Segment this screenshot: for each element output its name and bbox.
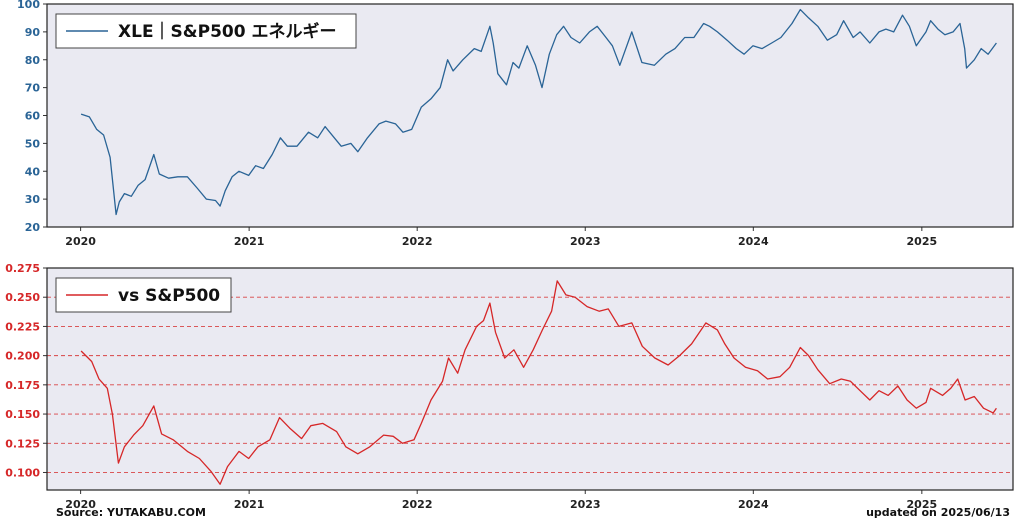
ratio-y-tick-label: 0.275 [5, 262, 40, 275]
price-y-tick-label: 40 [25, 165, 41, 178]
ratio-y-tick-label: 0.125 [5, 437, 40, 450]
price-y-tick-label: 30 [25, 193, 41, 206]
price-y-tick-label: 80 [25, 54, 41, 67]
ratio-x-tick-label: 2025 [907, 498, 938, 511]
price-x-tick-label: 2025 [907, 235, 938, 248]
ratio-x-tick-label: 2022 [402, 498, 433, 511]
price-y-tick-label: 50 [25, 137, 41, 150]
price-y-tick-label: 70 [25, 82, 41, 95]
ratio-y-tick-label: 0.100 [5, 466, 40, 479]
price-x-tick-label: 2024 [738, 235, 769, 248]
price-x-tick-label: 2020 [65, 235, 96, 248]
price-x-tick-label: 2023 [570, 235, 601, 248]
price-legend-label: XLE｜S&P500 エネルギー [118, 21, 337, 42]
ratio-y-tick-label: 0.250 [5, 291, 40, 304]
ratio-x-tick-label: 2023 [570, 498, 601, 511]
ratio-series-line [80, 280, 997, 485]
price-y-tick-label: 20 [25, 221, 41, 234]
source-caption: Source: YUTAKABU.COM [56, 506, 206, 519]
price-x-tick-label: 2022 [402, 235, 433, 248]
price-plot-frame [46, 3, 1014, 228]
ratio-y-tick-label: 0.150 [5, 408, 40, 421]
ratio-legend-label: vs S&P500 [118, 286, 220, 306]
ratio-x-tick-label: 2020 [65, 498, 96, 511]
ratio-x-tick-label: 2021 [234, 498, 265, 511]
price-y-tick-label: 60 [25, 110, 41, 123]
ratio-y-tick-label: 0.175 [5, 379, 40, 392]
ratio-plot-frame [46, 267, 1014, 491]
price-x-tick-label: 2021 [234, 235, 265, 248]
ratio-y-tick-label: 0.200 [5, 350, 40, 363]
price-y-tick-label: 100 [17, 0, 40, 11]
price-y-tick-label: 90 [25, 26, 41, 39]
ratio-x-tick-label: 2024 [738, 498, 769, 511]
ratio-y-tick-label: 0.225 [5, 320, 40, 333]
updated-caption: updated on 2025/06/13 [866, 506, 1010, 519]
price-series-line [80, 8, 997, 216]
